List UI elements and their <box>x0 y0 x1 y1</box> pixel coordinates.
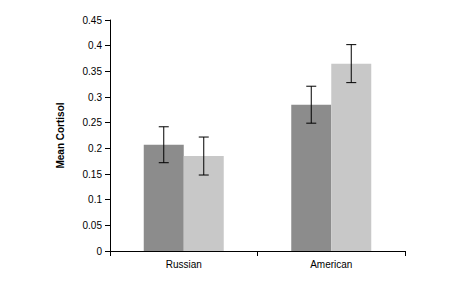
svg-text:0.4: 0.4 <box>88 40 102 51</box>
svg-text:Russian: Russian <box>166 259 202 270</box>
svg-text:0.25: 0.25 <box>83 117 103 128</box>
svg-text:0: 0 <box>96 246 102 257</box>
svg-text:0.1: 0.1 <box>88 194 102 205</box>
svg-text:Mean Cortisol: Mean Cortisol <box>55 102 66 168</box>
svg-text:0.3: 0.3 <box>88 92 102 103</box>
svg-text:0.45: 0.45 <box>83 15 103 26</box>
svg-text:0.2: 0.2 <box>88 143 102 154</box>
svg-text:0.35: 0.35 <box>83 66 103 77</box>
svg-text:American: American <box>310 259 352 270</box>
svg-text:0.15: 0.15 <box>83 169 103 180</box>
svg-text:0.05: 0.05 <box>83 220 103 231</box>
